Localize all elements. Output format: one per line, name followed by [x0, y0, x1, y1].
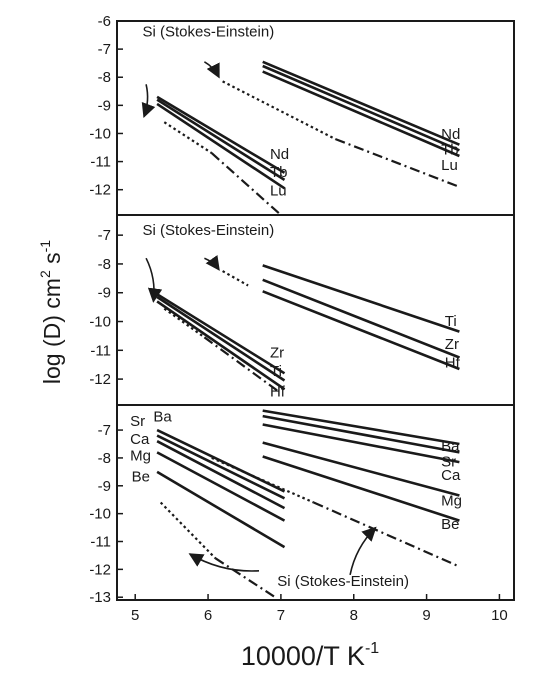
annotation-label: Sr — [441, 453, 456, 470]
annotation-label: Lu — [441, 157, 458, 174]
series-line-si-stokes-einstein — [163, 121, 213, 155]
y-tick-label: -10 — [89, 506, 111, 523]
y-tick-label: -7 — [98, 422, 111, 439]
y-tick-label: -9 — [98, 478, 111, 495]
annotation-label: Si (Stokes-Einstein) — [142, 222, 274, 239]
annotation-label: Tb — [441, 142, 459, 159]
y-tick-label: -11 — [90, 534, 111, 551]
y-axis-label: log (D) cm2 s-1 — [37, 240, 65, 384]
annotation-label: Ba — [153, 409, 172, 426]
annotation-label: Lu — [270, 182, 287, 199]
series-line-mg — [156, 451, 286, 522]
annotation-label: Hf — [445, 355, 461, 372]
annotation-label: Ba — [441, 438, 460, 455]
series-line-sr — [262, 414, 460, 454]
annotation-label: Si (Stokes-Einstein) — [142, 23, 274, 40]
series-line-hf — [262, 290, 460, 371]
series-line-sr — [156, 434, 286, 500]
series-line-tb — [156, 98, 286, 182]
series-line-be — [262, 455, 460, 522]
x-tick-label: 8 — [350, 607, 358, 624]
series-line-hf — [156, 300, 286, 391]
series-line-si-stokes-einstein — [211, 456, 315, 504]
x-tick-label: 9 — [422, 607, 430, 624]
panel-frame — [116, 404, 515, 601]
series-line-tb — [262, 64, 460, 152]
x-tick-label: 5 — [131, 607, 139, 624]
annotation-label: Sr — [130, 413, 145, 430]
annotation-label: Ca — [130, 431, 150, 448]
series-line-si-stokes-einstein — [159, 501, 217, 559]
series-line-lu — [262, 70, 460, 158]
x-tick-label: 10 — [491, 607, 508, 624]
x-axis-label: 10000/T K-1 — [241, 640, 379, 671]
y-tick-label: -12 — [89, 182, 111, 199]
y-tick-label: -9 — [98, 285, 111, 302]
series-line-zr — [156, 293, 286, 375]
x-tick-label: 6 — [204, 607, 212, 624]
y-tick-label: -7 — [98, 227, 111, 244]
series-line-nd — [156, 95, 286, 174]
series-line-zr — [262, 278, 460, 359]
y-tick-label: -11 — [90, 154, 111, 171]
y-tick-label: -9 — [98, 97, 111, 114]
annotation-label: Nd — [270, 146, 289, 163]
series-line-ti — [262, 264, 460, 333]
y-tick-label: -8 — [98, 256, 111, 273]
y-tick-label: -12 — [89, 371, 111, 388]
annotation-label: Mg — [441, 492, 462, 509]
annotation-label: Zr — [270, 345, 284, 362]
series-line-si-stokes-einstein — [210, 152, 282, 216]
y-tick-label: -12 — [89, 561, 111, 578]
annotation-label: Tb — [270, 164, 288, 181]
pointer-arrow — [349, 526, 377, 576]
series-line-be — [156, 470, 286, 549]
y-tick-label: -13 — [89, 589, 111, 606]
x-tick-label: 7 — [277, 607, 285, 624]
y-tick-label: -10 — [89, 125, 111, 142]
series-line-si-stokes-einstein — [222, 80, 337, 141]
series-line-ca — [262, 423, 460, 464]
pointer-arrow — [145, 257, 163, 303]
series-line-si-stokes-einstein — [214, 557, 278, 600]
annotation-label: Be — [132, 469, 150, 486]
annotation-label: Ca — [441, 467, 461, 484]
series-line-si-stokes-einstein — [203, 336, 278, 392]
y-tick-label: -11 — [90, 342, 111, 359]
y-tick-label: -8 — [98, 450, 111, 467]
series-line-si-stokes-einstein — [335, 138, 460, 188]
series-line-ti — [156, 295, 286, 382]
series-line-ba — [262, 409, 460, 446]
annotation-label: Nd — [441, 126, 460, 143]
annotation-label: Be — [441, 516, 459, 533]
pointer-arrow — [204, 254, 220, 271]
pointer-arrow — [203, 61, 220, 79]
pointer-arrow — [188, 553, 260, 572]
annotation-label: Mg — [130, 448, 151, 465]
pointer-arrow — [141, 84, 156, 118]
annotation-label: Ti — [445, 313, 457, 330]
series-line-si-stokes-einstein — [313, 501, 460, 568]
annotation-label: Ti — [270, 363, 282, 380]
series-line-lu — [156, 102, 286, 190]
series-line-ca — [156, 440, 286, 510]
y-tick-label: -8 — [98, 69, 111, 86]
annotation-label: Zr — [445, 336, 459, 353]
annotation-label: Hf — [270, 383, 286, 400]
annotation-label: Si (Stokes-Einstein) — [277, 573, 409, 590]
y-tick-label: -6 — [98, 13, 111, 30]
y-tick-label: -10 — [89, 314, 111, 331]
series-line-nd — [262, 60, 460, 146]
series-line-mg — [262, 441, 460, 497]
series-line-si-stokes-einstein — [222, 270, 249, 287]
y-tick-label: -7 — [98, 41, 111, 58]
